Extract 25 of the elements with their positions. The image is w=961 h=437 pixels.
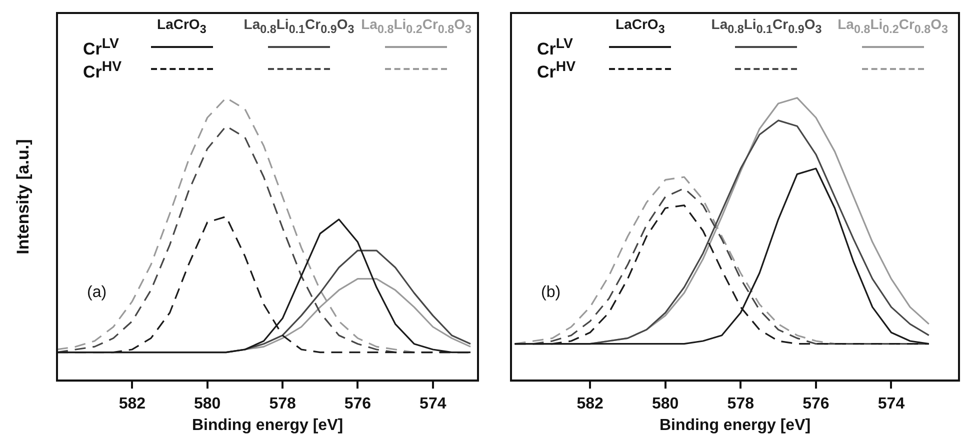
x-axis-title: Binding energy [eV] <box>192 416 344 434</box>
text: Cr$^{LV}$ <box>537 36 573 59</box>
x-tick-label: 576 <box>344 396 372 413</box>
text: LaCrO$_{3}$ <box>157 16 206 37</box>
text: Cr$^{HV}$ <box>537 59 576 82</box>
text: La$_{0.8}$Li$_{0.1}$Cr$_{0.9}$O$_{3}$ <box>711 16 822 37</box>
x-tick-label: 582 <box>118 396 146 413</box>
text: Cr$^{HV}$ <box>83 59 122 82</box>
x-tick-label: 576 <box>802 396 830 413</box>
text: La$_{0.8}$Li$_{0.1}$Cr$_{0.9}$O$_{3}$ <box>244 16 354 37</box>
text: LaCrO$_{3}$ <box>616 16 665 37</box>
text: Cr$^{LV}$ <box>83 36 119 59</box>
annotation: (b) <box>541 284 561 301</box>
y-axis-title: Intensity [a.u.] <box>14 139 33 254</box>
annotation: (a) <box>87 284 107 301</box>
x-tick-label: 578 <box>727 396 754 413</box>
x-axis-title: Binding energy [eV] <box>659 416 811 434</box>
x-tick-label: 582 <box>576 396 604 413</box>
x-tick-label: 580 <box>652 396 679 413</box>
x-tick-label: 578 <box>269 396 296 413</box>
text: La$_{0.8}$Li$_{0.2}$Cr$_{0.8}$O$_{3}$ <box>838 16 948 37</box>
x-tick-label: 574 <box>878 396 905 413</box>
x-tick-label: 574 <box>420 396 446 413</box>
text: La$_{0.8}$Li$_{0.2}$Cr$_{0.8}$O$_{3}$ <box>361 16 472 37</box>
x-tick-label: 580 <box>194 396 221 413</box>
